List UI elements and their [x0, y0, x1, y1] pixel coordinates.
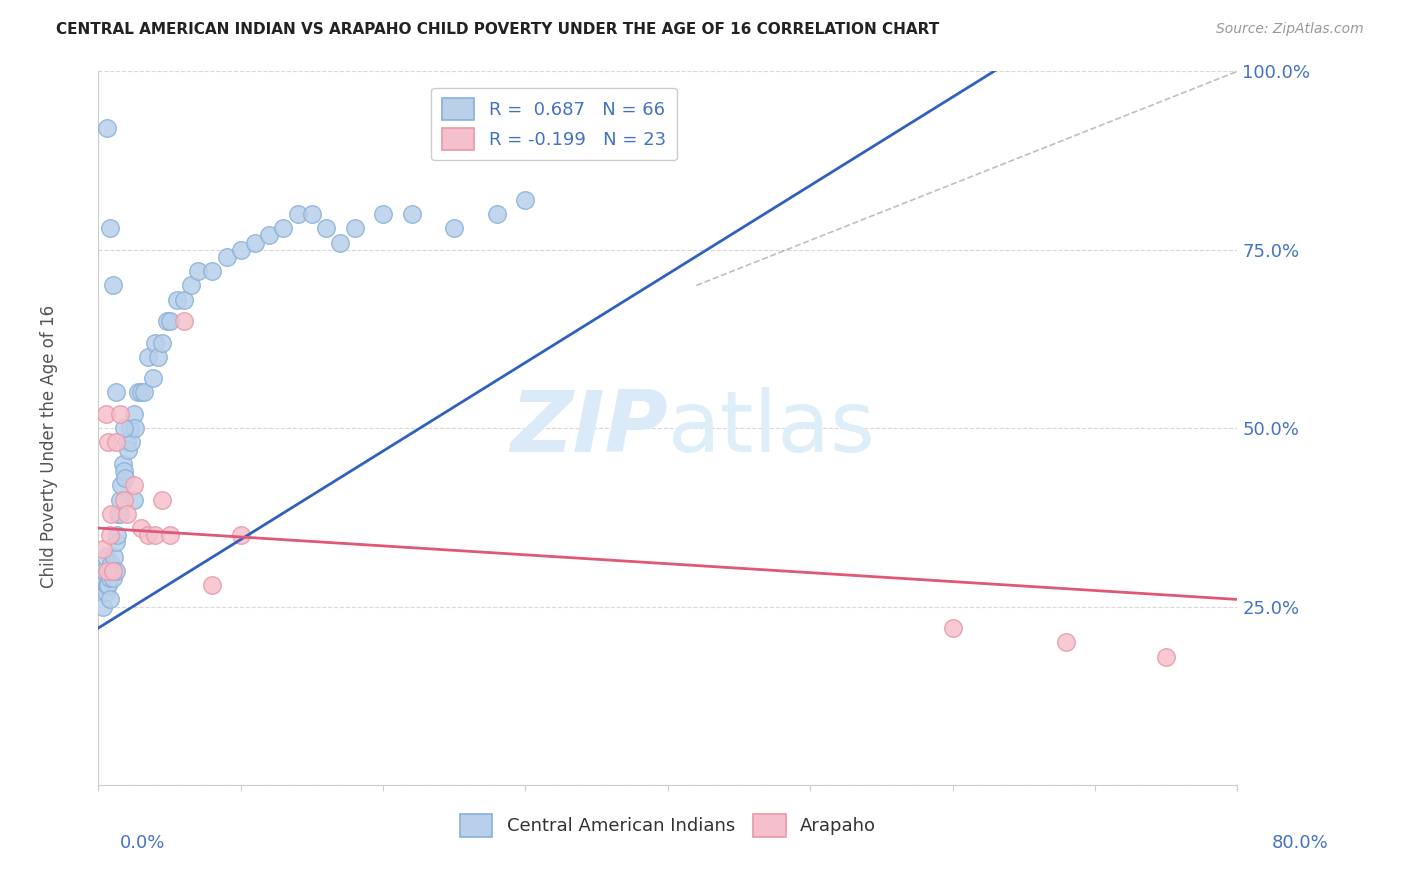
Point	[127, 385, 149, 400]
Point	[180, 278, 202, 293]
Point	[1154, 649, 1177, 664]
Point	[1056, 635, 1078, 649]
Point	[98, 221, 121, 235]
Point	[301, 207, 323, 221]
Point	[101, 564, 124, 578]
Point	[145, 335, 167, 350]
Point	[152, 492, 174, 507]
Point	[101, 564, 124, 578]
Point	[94, 585, 117, 599]
Point	[486, 207, 509, 221]
Point	[107, 507, 129, 521]
Point	[105, 528, 128, 542]
Point	[117, 442, 139, 457]
Point	[93, 564, 115, 578]
Point	[91, 542, 114, 557]
Point	[108, 492, 131, 507]
Point	[159, 528, 181, 542]
Point	[136, 350, 159, 364]
Point	[145, 528, 167, 542]
Point	[122, 407, 145, 421]
Point	[287, 207, 309, 221]
Point	[166, 293, 188, 307]
Point	[101, 278, 124, 293]
Point	[94, 549, 117, 564]
Point	[104, 435, 127, 450]
Point	[101, 571, 124, 585]
Text: ZIP: ZIP	[510, 386, 668, 470]
Point	[515, 193, 537, 207]
Point	[122, 492, 145, 507]
Text: 80.0%: 80.0%	[1272, 834, 1329, 852]
Point	[401, 207, 423, 221]
Point	[103, 549, 125, 564]
Point	[97, 435, 120, 450]
Text: Child Poverty Under the Age of 16: Child Poverty Under the Age of 16	[41, 304, 58, 588]
Point	[273, 221, 295, 235]
Point	[187, 264, 209, 278]
Point	[129, 521, 152, 535]
Point	[343, 221, 366, 235]
Point	[201, 578, 224, 592]
Point	[173, 293, 195, 307]
Point	[94, 407, 117, 421]
Point	[108, 507, 131, 521]
Point	[201, 264, 224, 278]
Point	[259, 228, 281, 243]
Point	[114, 471, 136, 485]
Point	[96, 121, 118, 136]
Point	[98, 528, 121, 542]
Point	[108, 407, 131, 421]
Text: Source: ZipAtlas.com: Source: ZipAtlas.com	[1216, 22, 1364, 37]
Point	[148, 350, 170, 364]
Legend: Central American Indians, Arapaho: Central American Indians, Arapaho	[453, 807, 883, 844]
Point	[96, 578, 118, 592]
Point	[112, 492, 135, 507]
Point	[156, 314, 179, 328]
Text: atlas: atlas	[668, 386, 876, 470]
Point	[96, 564, 118, 578]
Point	[97, 564, 120, 578]
Point	[90, 578, 112, 592]
Point	[229, 528, 252, 542]
Point	[141, 371, 163, 385]
Point	[98, 571, 121, 585]
Point	[329, 235, 352, 250]
Point	[120, 435, 142, 450]
Point	[229, 243, 252, 257]
Point	[942, 621, 965, 635]
Point	[373, 207, 395, 221]
Point	[91, 599, 114, 614]
Point	[122, 478, 145, 492]
Point	[110, 478, 132, 492]
Point	[173, 314, 195, 328]
Point	[315, 221, 337, 235]
Point	[112, 464, 135, 478]
Point	[215, 250, 238, 264]
Point	[100, 507, 122, 521]
Point	[443, 221, 465, 235]
Point	[97, 578, 120, 592]
Point	[104, 564, 127, 578]
Point	[100, 557, 122, 571]
Point	[129, 385, 152, 400]
Text: 0.0%: 0.0%	[120, 834, 165, 852]
Point	[136, 528, 159, 542]
Point	[132, 385, 155, 400]
Point	[159, 314, 181, 328]
Point	[124, 421, 146, 435]
Point	[115, 435, 138, 450]
Point	[104, 535, 127, 549]
Point	[112, 421, 135, 435]
Point	[115, 507, 138, 521]
Point	[152, 335, 174, 350]
Point	[243, 235, 266, 250]
Point	[111, 457, 134, 471]
Point	[98, 592, 121, 607]
Text: CENTRAL AMERICAN INDIAN VS ARAPAHO CHILD POVERTY UNDER THE AGE OF 16 CORRELATION: CENTRAL AMERICAN INDIAN VS ARAPAHO CHILD…	[56, 22, 939, 37]
Point	[118, 421, 141, 435]
Point	[104, 385, 127, 400]
